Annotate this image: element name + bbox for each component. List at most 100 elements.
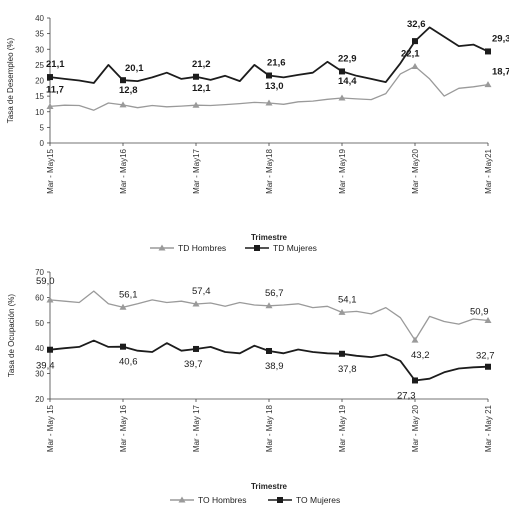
- data-point-triangle: [119, 101, 127, 108]
- data-label: 38,9: [265, 361, 284, 372]
- data-label: 59,0: [36, 276, 55, 287]
- x-tick-label: Mar - May15: [46, 148, 55, 193]
- data-point-triangle: [265, 302, 273, 309]
- data-label: 39,4: [36, 361, 55, 372]
- data-label: 22,9: [338, 53, 357, 64]
- y-tick-label: 15: [35, 92, 44, 101]
- x-axis-title: Trimestre: [251, 233, 288, 242]
- y-tick-label: 10: [35, 108, 44, 117]
- legend-label: TO Mujeres: [296, 495, 340, 505]
- data-label: 22,1: [401, 48, 420, 59]
- data-point-square: [412, 38, 418, 45]
- x-axis-title: Trimestre: [251, 482, 288, 491]
- data-point-square: [266, 72, 272, 79]
- data-label: 12,1: [192, 83, 211, 94]
- data-point-triangle: [484, 81, 492, 88]
- data-label: 54,1: [338, 294, 357, 305]
- data-point-triangle: [119, 303, 127, 310]
- data-point-square: [120, 77, 126, 84]
- data-label: 56,7: [265, 288, 284, 299]
- data-label: 29,3: [492, 33, 509, 44]
- x-tick-label: Mar - May 19: [338, 404, 347, 452]
- occupancy-chart: 20 30 40 50 60 70 Tasa de Ocupación (%) Mar - M…: [7, 268, 495, 505]
- data-label: 14,4: [338, 76, 357, 87]
- x-tick-label: Mar - May17: [192, 148, 201, 193]
- x-tick-label: Mar - May 17: [192, 404, 201, 452]
- data-label: 40,6: [119, 357, 138, 368]
- data-point-triangle: [192, 300, 200, 307]
- x-tick-label: Mar - May19: [338, 148, 347, 193]
- data-point-triangle: [46, 102, 54, 109]
- data-point-square: [193, 345, 199, 352]
- data-label: 39,7: [184, 359, 203, 370]
- y-tick-label: 40: [35, 14, 44, 23]
- legend-label: TD Hombres: [178, 243, 226, 253]
- legend-marker-square: [277, 497, 283, 503]
- legend-marker-triangle: [178, 496, 186, 503]
- legend-marker-square: [254, 245, 260, 251]
- x-tick-label: Mar - May 21: [484, 404, 493, 452]
- legend-marker-triangle: [158, 244, 166, 251]
- data-point-triangle: [192, 101, 200, 108]
- unemployment-chart: 0 5 10 15 20 25 30 35 40 Tasa de Desempleo (%) Mar…: [6, 14, 509, 253]
- data-point-square: [47, 74, 53, 81]
- data-label: 32,6: [407, 19, 426, 30]
- data-label: 20,1: [125, 63, 144, 74]
- data-point-square: [339, 350, 345, 357]
- data-point-triangle: [46, 296, 54, 303]
- data-label: 12,8: [119, 85, 138, 96]
- y-tick-label: 25: [35, 61, 44, 70]
- data-point-square: [120, 343, 126, 350]
- x-tick-label: Mar - May 18: [265, 404, 274, 452]
- x-tick-label: Mar - May18: [265, 148, 274, 193]
- x-tick-label: Mar - May 20: [411, 404, 420, 452]
- legend-label: TD Mujeres: [273, 243, 317, 253]
- data-label: 50,9: [470, 307, 489, 318]
- y-tick-label: 30: [35, 45, 44, 54]
- data-point-square: [47, 346, 53, 353]
- y-tick-label: 70: [35, 268, 44, 277]
- x-tick-label: Mar - May 16: [119, 404, 128, 452]
- y-tick-label: 20: [35, 77, 44, 86]
- data-point-triangle: [411, 62, 419, 69]
- data-label: 11,7: [46, 84, 64, 95]
- y-tick-label: 50: [35, 319, 44, 328]
- y-axis-title: Tasa de Desempleo (%): [6, 37, 15, 123]
- data-point-triangle: [484, 317, 492, 324]
- data-point-square: [485, 363, 491, 370]
- data-label: 18,7: [492, 67, 509, 78]
- data-label: 37,8: [338, 364, 357, 375]
- x-tick-label: Mar - May16: [119, 148, 128, 193]
- x-tick-label: Mar - May20: [411, 148, 420, 193]
- y-tick-label: 60: [35, 293, 44, 302]
- y-tick-label: 5: [40, 123, 45, 132]
- y-tick-label: 30: [35, 370, 44, 379]
- y-tick-label: 0: [40, 139, 45, 148]
- data-point-triangle: [411, 336, 419, 343]
- data-label: 13,0: [265, 81, 284, 92]
- data-point-square: [485, 48, 491, 55]
- data-point-square: [339, 68, 345, 75]
- data-label: 21,2: [192, 59, 211, 70]
- y-tick-label: 20: [35, 395, 44, 404]
- data-point-square: [266, 347, 272, 354]
- data-point-triangle: [338, 94, 346, 101]
- legend-label: TO Hombres: [198, 495, 247, 505]
- data-point-square: [193, 73, 199, 80]
- data-point-triangle: [265, 99, 273, 106]
- data-label: 43,2: [411, 350, 430, 361]
- data-point-triangle: [338, 308, 346, 315]
- data-label: 21,1: [46, 59, 65, 70]
- data-label: 21,6: [267, 58, 286, 69]
- data-label: 57,4: [192, 286, 211, 297]
- data-label: 56,1: [119, 289, 138, 300]
- x-tick-label: Mar - May21: [484, 148, 493, 193]
- data-label: 32,7: [476, 351, 495, 362]
- data-point-square: [412, 377, 418, 384]
- x-tick-label: Mar - May 15: [46, 404, 55, 452]
- data-label: 27,3: [397, 390, 416, 401]
- y-tick-label: 35: [35, 30, 44, 39]
- y-axis-title: Tasa de Ocupación (%): [7, 294, 16, 377]
- y-tick-label: 40: [35, 344, 44, 353]
